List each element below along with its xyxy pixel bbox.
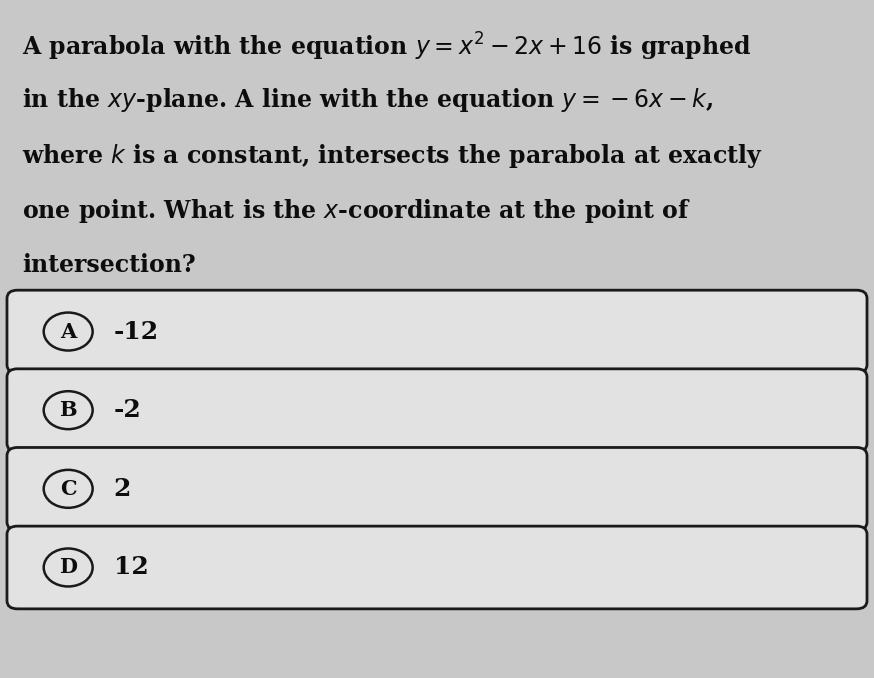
Circle shape <box>44 391 93 429</box>
FancyBboxPatch shape <box>7 447 867 530</box>
FancyBboxPatch shape <box>7 369 867 452</box>
Circle shape <box>44 313 93 351</box>
Circle shape <box>44 549 93 586</box>
Text: 12: 12 <box>114 555 149 580</box>
Text: D: D <box>59 557 77 578</box>
Circle shape <box>44 470 93 508</box>
Text: A parabola with the equation $y = x^2 - 2x + 16$ is graphed: A parabola with the equation $y = x^2 - … <box>22 31 751 62</box>
Text: A: A <box>60 321 76 342</box>
FancyBboxPatch shape <box>7 526 867 609</box>
Text: -12: -12 <box>114 319 159 344</box>
FancyBboxPatch shape <box>7 290 867 373</box>
Text: one point. What is the $x$-coordinate at the point of: one point. What is the $x$-coordinate at… <box>22 197 690 225</box>
Text: C: C <box>59 479 77 499</box>
Text: 2: 2 <box>114 477 131 501</box>
Text: where $k$ is a constant, intersects the parabola at exactly: where $k$ is a constant, intersects the … <box>22 142 762 170</box>
Text: -2: -2 <box>114 398 142 422</box>
Text: B: B <box>59 400 77 420</box>
Text: intersection?: intersection? <box>22 253 196 277</box>
Text: in the $xy$-plane. A line with the equation $y = -6x - k$,: in the $xy$-plane. A line with the equat… <box>22 86 713 114</box>
